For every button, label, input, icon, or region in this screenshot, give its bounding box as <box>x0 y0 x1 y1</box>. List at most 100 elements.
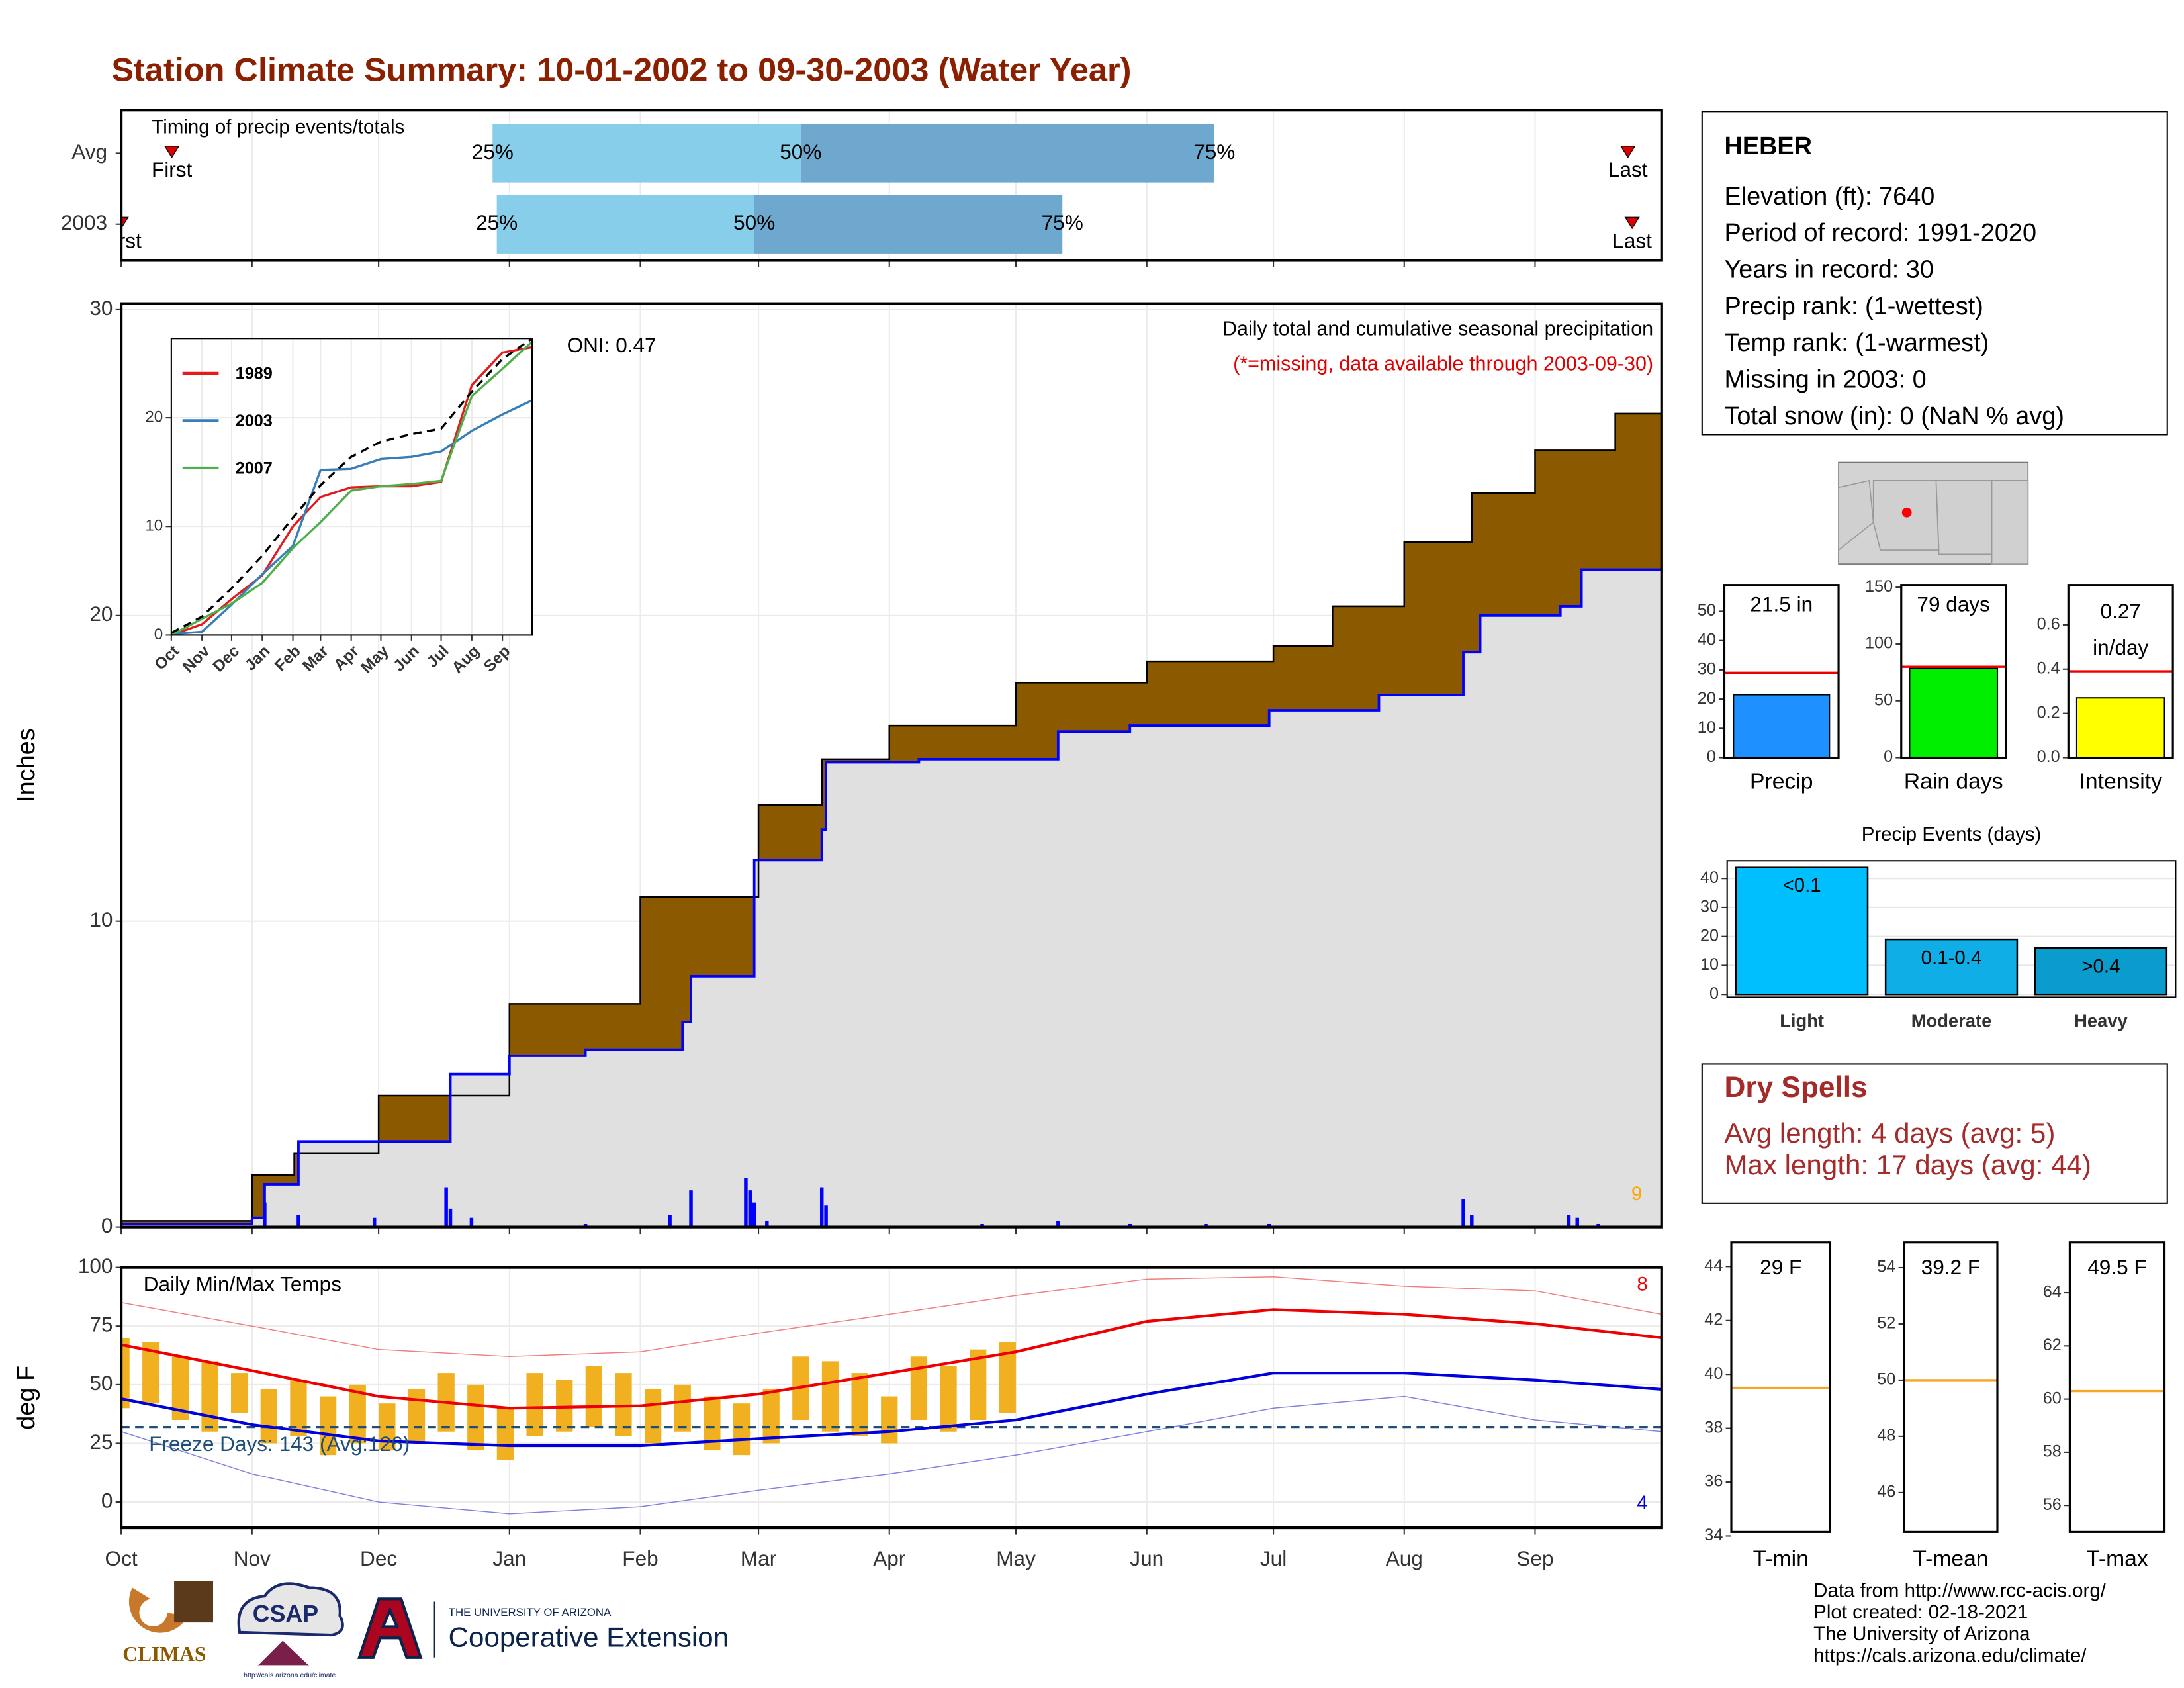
timing-label: 75% <box>1042 211 1083 234</box>
timing-label: Last <box>1612 228 1652 252</box>
page-title: Station Climate Summary: 10-01-2002 to 0… <box>111 51 1131 89</box>
bar-label: >0.4 <box>2081 955 2120 977</box>
timing-label: 50% <box>733 211 775 234</box>
x-tick-label: Mar <box>741 1546 776 1570</box>
y-tick-label: 50 <box>1698 601 1716 620</box>
daily-precip-bar <box>744 1178 748 1227</box>
legend-label: 2003 <box>236 412 273 430</box>
daily-temp-bar <box>260 1389 277 1444</box>
cumulative-area <box>121 566 1662 1227</box>
credit-line: Plot created: 02-18-2021 <box>1813 1601 2028 1623</box>
daily-precip-bar <box>689 1190 693 1227</box>
category-label: T-mean <box>1913 1546 1988 1571</box>
daily-temp-bar <box>940 1366 957 1432</box>
y-tick-label: 34 <box>1704 1526 1723 1544</box>
annotation: Freeze Days: 143 (Avg:126) <box>149 1432 410 1456</box>
timing-subtitle: Timing of precip events/totals <box>152 116 404 138</box>
y-tick-label: 30 <box>1698 660 1716 679</box>
daily-temp-bar <box>319 1396 337 1456</box>
daily-precip-bar <box>296 1215 300 1227</box>
value-label: 49.5 F <box>2087 1255 2146 1279</box>
timing-bar-early <box>496 195 754 254</box>
timing-label: First <box>152 158 193 181</box>
coop-text: Cooperative Extension <box>449 1621 729 1652</box>
y-tick-label: 25 <box>89 1430 113 1454</box>
climas-logo-block <box>174 1580 214 1623</box>
station-line: Total snow (in): 0 (NaN % avg) <box>1724 402 2064 430</box>
dry-spell-line: Max length: 17 days (avg: 44) <box>1724 1149 2091 1180</box>
y-tick-label: 0.4 <box>2037 659 2060 677</box>
x-tick-label: Jul <box>1260 1546 1287 1570</box>
daily-precip-bar <box>1470 1215 1474 1227</box>
bar <box>2034 947 2168 996</box>
y-tick-label: 60 <box>2043 1389 2062 1407</box>
plot-frame <box>1723 584 1840 759</box>
record-max-count: 8 <box>1637 1274 1647 1295</box>
daily-temp-bar <box>851 1373 868 1436</box>
map-states <box>1838 479 2029 565</box>
daily-temp-bar <box>733 1403 751 1456</box>
y-tick-label: 0 <box>101 1213 113 1237</box>
daily-precip-bar <box>583 1223 588 1227</box>
x-tick-label: Dec <box>360 1546 397 1570</box>
timing-label: 75% <box>1193 140 1235 164</box>
csap-text: CSAP <box>253 1601 318 1627</box>
daily-precip-bar <box>824 1205 828 1227</box>
chart-title: Daily Min/Max Temps <box>144 1272 341 1295</box>
y-tick-label: 20 <box>1700 926 1719 945</box>
y-tick-label: 0 <box>1884 747 1893 766</box>
y-tick-label: 0 <box>154 626 163 643</box>
station-name: HEBER <box>1724 132 1812 160</box>
daily-precip-bar <box>1204 1223 1208 1227</box>
x-tick-label: Nov <box>234 1546 271 1570</box>
x-tick-label: Sep <box>1516 1546 1553 1570</box>
plot-frame <box>1730 1241 1832 1533</box>
daily-precip-bar <box>448 1208 453 1227</box>
daily-precip-bar <box>469 1217 474 1227</box>
daily-precip-bar <box>1575 1217 1579 1227</box>
plot-frame <box>119 302 1663 1229</box>
chart-title: Precip Events (days) <box>1862 823 2042 845</box>
plot-frame <box>2068 1241 2166 1533</box>
daily-precip-bar <box>263 1202 267 1227</box>
timing-marker <box>1624 216 1640 230</box>
y-tick-label: 20 <box>1698 689 1716 708</box>
daily-temp-bar <box>496 1408 514 1460</box>
ua-text: THE UNIVERSITY OF ARIZONA <box>449 1606 612 1618</box>
bar-label: <0.1 <box>1783 874 1821 896</box>
locator-map <box>1838 461 2029 565</box>
station-line: Missing in 2003: 0 <box>1724 365 1926 393</box>
station-line: Period of record: 1991-2020 <box>1724 219 2036 247</box>
y-tick-label: 100 <box>78 1254 113 1278</box>
timing-label: 25% <box>472 140 514 164</box>
daily-precip-bar <box>1056 1221 1060 1227</box>
timing-marker <box>121 216 129 230</box>
row-label: 2003 <box>61 211 107 234</box>
x-tick-label: Moderate <box>1911 1011 1992 1031</box>
y-tick-label: 50 <box>89 1371 113 1395</box>
x-tick-label: Oct <box>105 1546 138 1570</box>
daily-precip-bar <box>1596 1223 1600 1227</box>
y-tick-label: 75 <box>89 1313 113 1336</box>
timing-label: 25% <box>476 211 518 234</box>
daily-temp-bar <box>970 1349 987 1420</box>
value-label: 29 F <box>1760 1255 1801 1279</box>
x-tick-label: Apr <box>873 1546 905 1570</box>
credit-line: https://cals.arizona.edu/climate/ <box>1813 1644 2087 1666</box>
daily-precip-bar <box>752 1202 756 1227</box>
legend-label: 1989 <box>236 365 273 383</box>
daily-precip-bar <box>372 1217 377 1227</box>
timing-label: First <box>101 228 142 252</box>
daily-precip-bar <box>980 1223 984 1227</box>
daily-precip-bar <box>1267 1223 1271 1227</box>
daily-temp-bar <box>644 1389 662 1444</box>
y-axis-title: deg F <box>13 1366 40 1430</box>
bar <box>1884 938 2019 996</box>
plot-frame <box>119 109 1663 262</box>
value-label: 39.2 F <box>1921 1255 1980 1279</box>
y-tick-label: 46 <box>1877 1483 1895 1501</box>
y-tick-label: 40 <box>1698 630 1716 649</box>
inset-line <box>171 337 533 634</box>
csap-url: http://cals.arizona.edu/climate <box>244 1671 336 1679</box>
